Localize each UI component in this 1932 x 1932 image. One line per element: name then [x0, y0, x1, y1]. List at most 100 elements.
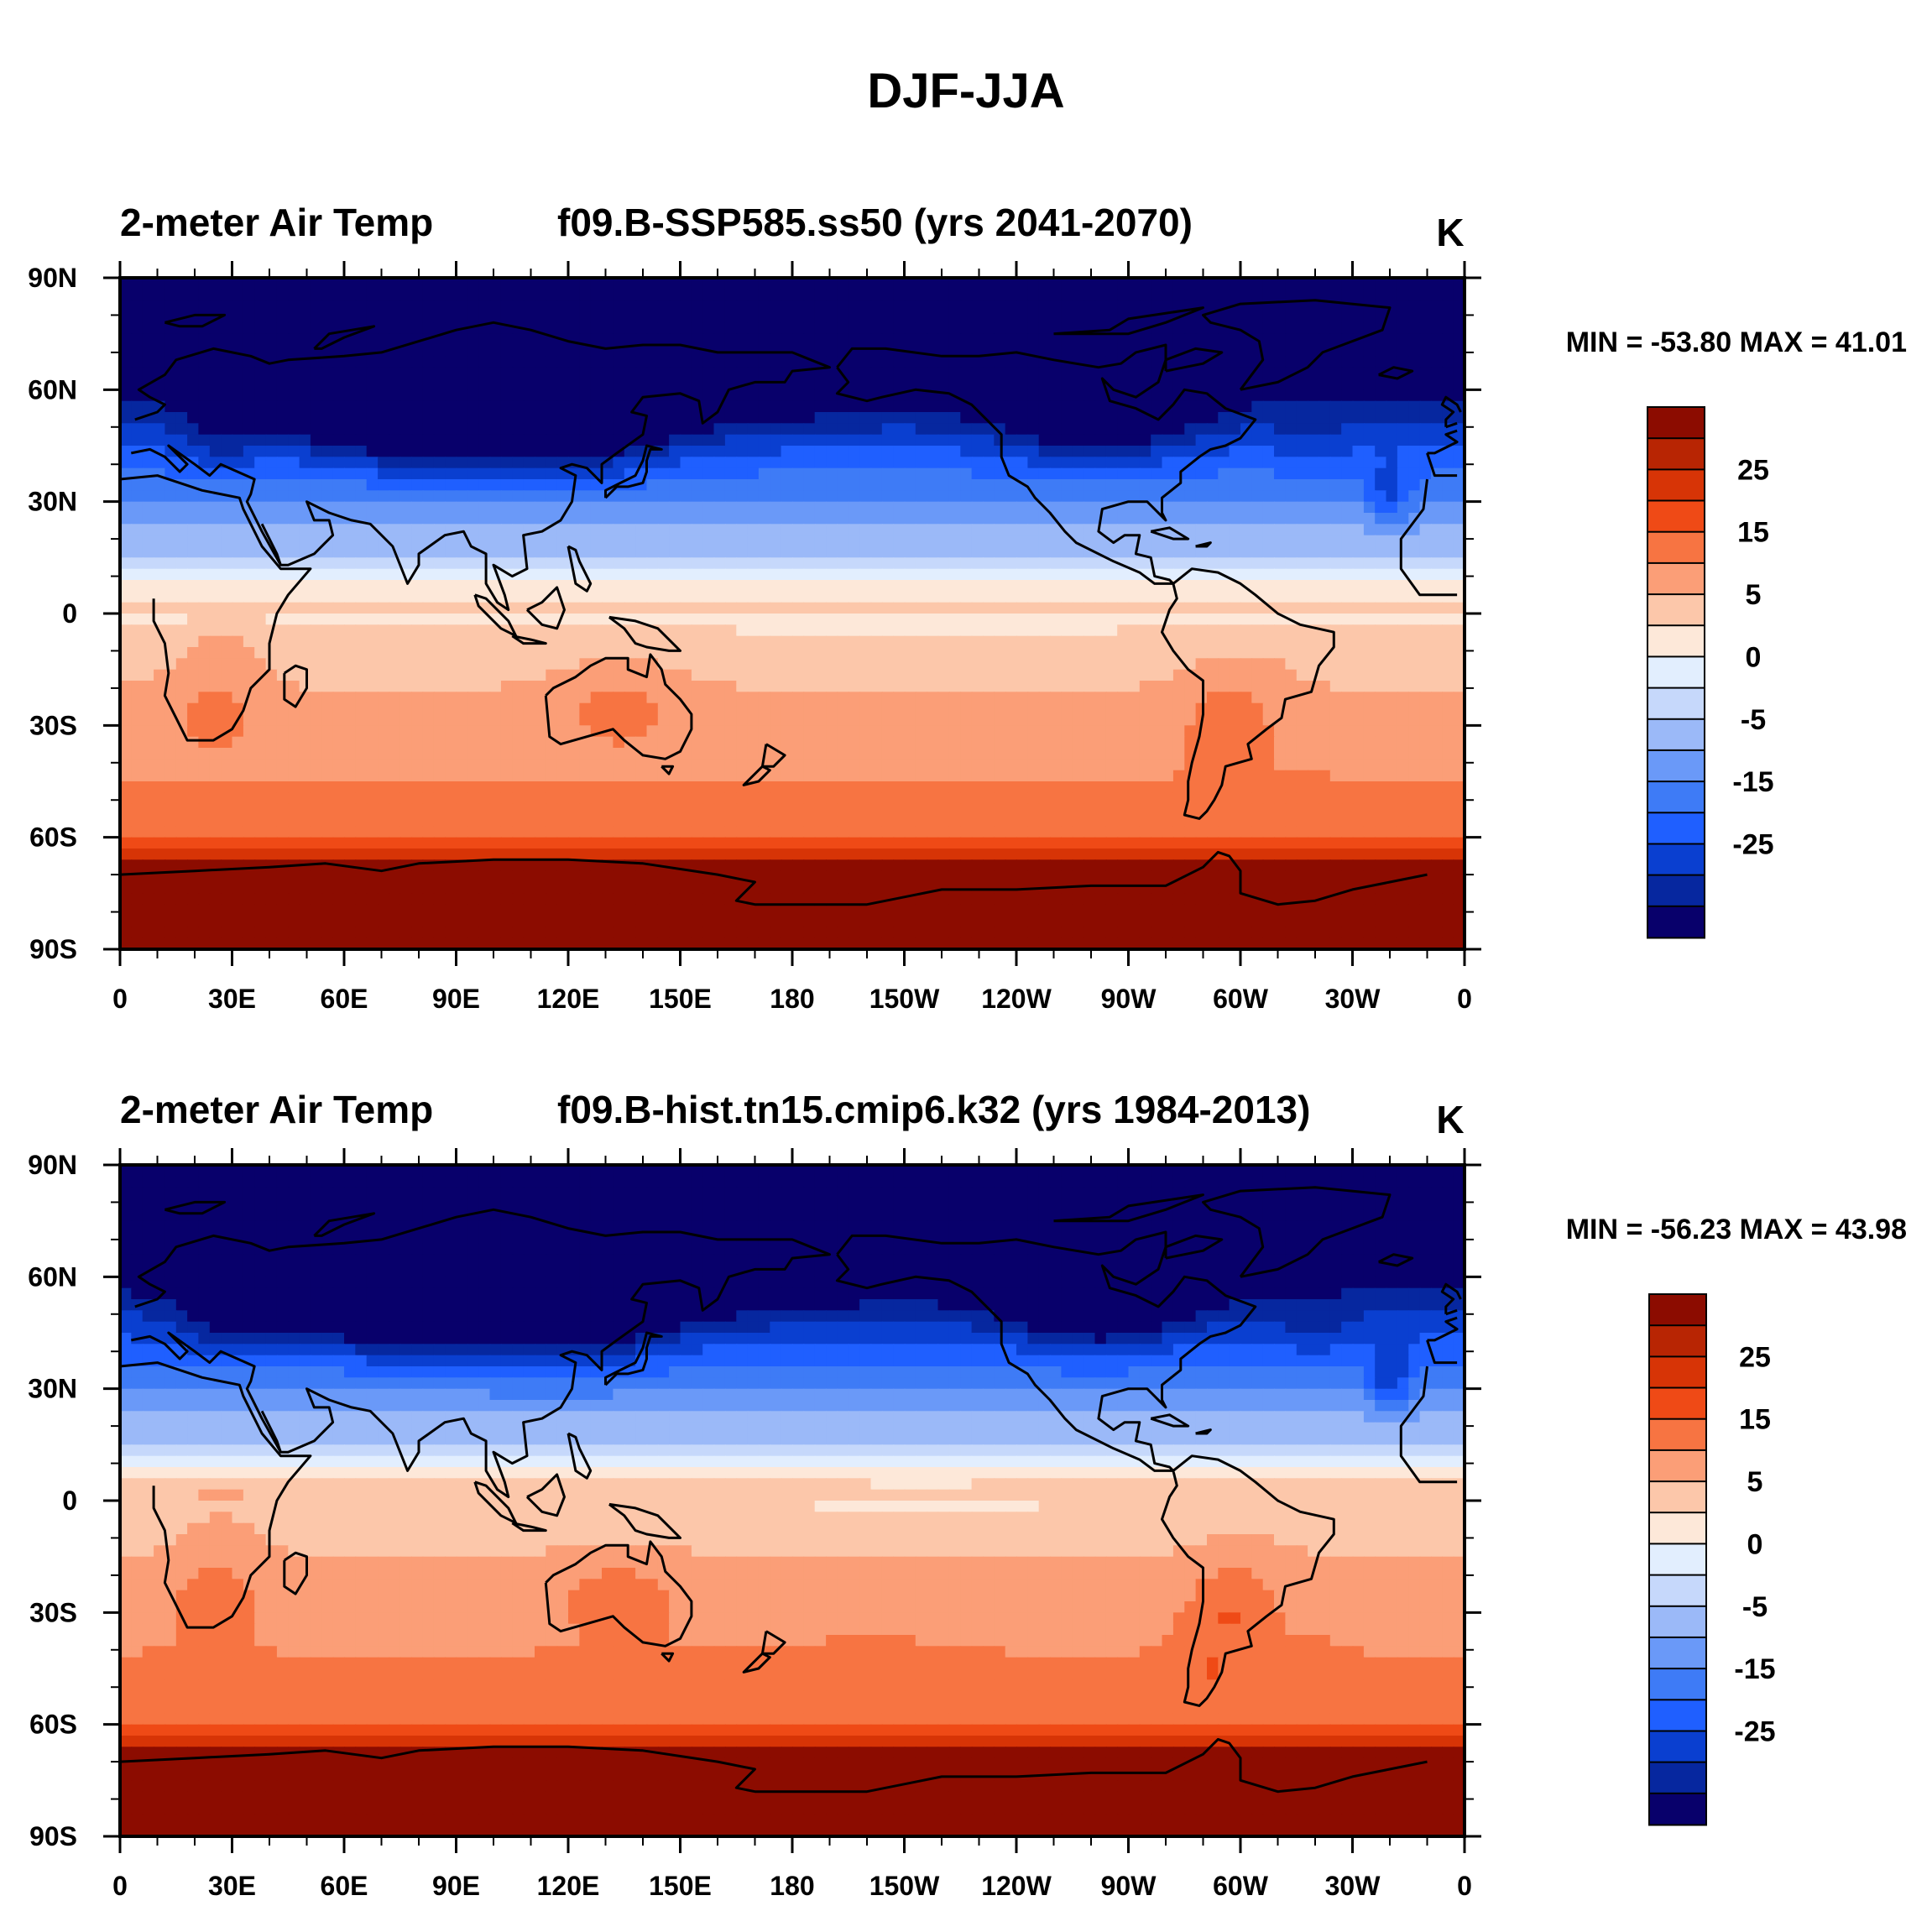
field-cell [602, 580, 614, 593]
field-cell [154, 457, 166, 469]
field-cell [1397, 289, 1410, 301]
field-cell [1218, 457, 1230, 469]
field-cell [1318, 423, 1331, 436]
field-cell [1105, 624, 1119, 637]
field-cell [1105, 681, 1119, 693]
field-cell [1397, 345, 1410, 358]
field-cell [500, 379, 514, 391]
field-cell [1308, 513, 1320, 525]
field-cell [1218, 278, 1230, 290]
field-cell [411, 647, 424, 660]
field-cell [814, 725, 827, 738]
field-cell [702, 658, 715, 671]
field-cell [175, 300, 189, 312]
field-cell [456, 669, 468, 681]
field-cell [870, 681, 883, 693]
field-cell [1408, 333, 1421, 346]
field-cell [1296, 389, 1309, 402]
field-cell [456, 624, 468, 637]
field-cell [254, 379, 267, 391]
field-cell [1184, 602, 1197, 614]
field-cell [1061, 345, 1073, 358]
field-cell [276, 524, 290, 536]
field-cell [489, 389, 502, 402]
field-cell [568, 400, 581, 413]
field-cell [1094, 490, 1107, 503]
field-cell [1038, 513, 1051, 525]
field-cell [770, 513, 782, 525]
field-cell [1218, 580, 1230, 593]
field-cell [837, 479, 849, 492]
field-cell [859, 736, 872, 749]
field-cell [142, 479, 154, 492]
field-cell [175, 591, 189, 603]
field-cell [1363, 412, 1376, 425]
field-cell [1094, 333, 1107, 346]
field-cell [1251, 557, 1264, 570]
field-cell [927, 467, 939, 480]
field-cell [1094, 300, 1107, 312]
field-cell [635, 389, 648, 402]
field-cell [646, 479, 659, 492]
field-cell [1442, 658, 1454, 671]
field-cell [355, 446, 368, 458]
field-cell [355, 457, 368, 469]
field-cell [456, 479, 468, 492]
field-cell [859, 714, 872, 727]
field-cell [691, 311, 704, 324]
field-cell [1061, 513, 1073, 525]
field-cell [154, 423, 166, 436]
field-cell [265, 467, 278, 480]
field-cell [422, 591, 435, 603]
field-cell [579, 333, 592, 346]
field-cell [310, 367, 323, 379]
field-cell [859, 490, 872, 503]
field-cell [1072, 379, 1085, 391]
field-cell [1061, 635, 1073, 648]
field-cell [971, 300, 984, 312]
field-cell [691, 714, 704, 727]
field-cell [500, 535, 514, 547]
field-cell [1083, 278, 1096, 290]
field-cell [131, 524, 144, 536]
field-cell [590, 647, 603, 660]
field-cell [1329, 423, 1343, 436]
field-cell [1050, 446, 1063, 458]
field-cell [657, 278, 671, 290]
field-cell [1061, 725, 1073, 738]
field-cell [1172, 513, 1186, 525]
field-cell [859, 568, 872, 581]
field-cell [154, 580, 166, 593]
field-cell [209, 400, 222, 413]
field-cell [1285, 535, 1298, 547]
field-cell [1442, 367, 1454, 379]
field-cell [904, 289, 916, 301]
field-cell [758, 446, 771, 458]
field-cell [1352, 434, 1365, 446]
field-cell [646, 367, 659, 379]
field-cell [142, 624, 154, 637]
field-cell [1251, 322, 1264, 335]
field-cell [590, 278, 603, 290]
field-cell [489, 501, 502, 514]
field-cell [355, 692, 368, 704]
field-cell [602, 389, 614, 402]
field-cell [859, 647, 872, 660]
field-cell [456, 356, 468, 368]
field-cell [904, 446, 916, 458]
field-cell [422, 647, 435, 660]
field-cell [1285, 501, 1298, 514]
field-cell [1229, 658, 1241, 671]
field-cell [535, 345, 547, 358]
field-cell [1083, 501, 1096, 514]
field-cell [209, 278, 222, 290]
field-cell [680, 669, 692, 681]
field-cell [399, 725, 413, 738]
field-cell [332, 568, 345, 581]
field-cell [1419, 446, 1432, 458]
field-cell [1005, 635, 1017, 648]
field-cell [489, 736, 502, 749]
field-cell [1296, 702, 1309, 715]
field-cell [1195, 434, 1208, 446]
field-cell [1352, 557, 1365, 570]
